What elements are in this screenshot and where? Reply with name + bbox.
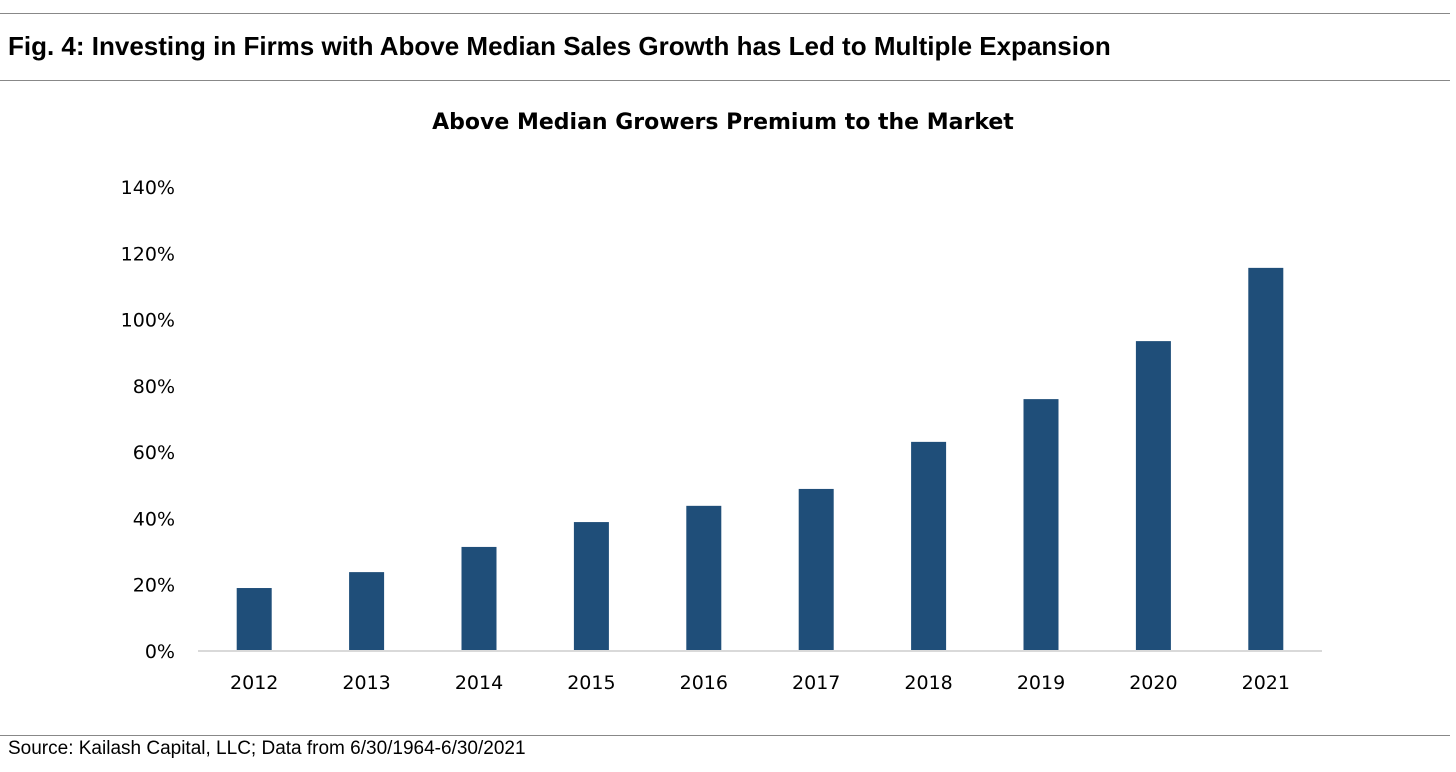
x-tick-label: 2016 bbox=[680, 672, 728, 694]
y-tick-label: 140% bbox=[121, 177, 175, 199]
footer-rule bbox=[0, 735, 1450, 736]
x-tick-label: 2015 bbox=[567, 672, 615, 694]
source-note: Source: Kailash Capital, LLC; Data from … bbox=[8, 738, 526, 759]
y-tick-label: 20% bbox=[133, 575, 175, 597]
x-tick-label: 2012 bbox=[230, 672, 278, 694]
bar-2016 bbox=[686, 505, 722, 651]
bar-2014 bbox=[461, 546, 497, 651]
x-tick-label: 2017 bbox=[792, 672, 840, 694]
y-tick-label: 0% bbox=[145, 641, 175, 663]
y-tick-label: 100% bbox=[121, 310, 175, 332]
bar-2018 bbox=[911, 441, 947, 651]
x-tick-label: 2019 bbox=[1017, 672, 1065, 694]
bar-2017 bbox=[798, 488, 834, 651]
bar-2019 bbox=[1023, 399, 1059, 651]
x-tick-label: 2021 bbox=[1242, 672, 1290, 694]
bar-2012 bbox=[236, 588, 272, 651]
figure-title: Fig. 4: Investing in Firms with Above Me… bbox=[8, 31, 1111, 61]
bar-2021 bbox=[1248, 267, 1284, 651]
y-tick-label: 80% bbox=[133, 376, 175, 398]
y-tick-label: 60% bbox=[133, 442, 175, 464]
y-tick-label: 120% bbox=[121, 243, 175, 265]
chart-title: Above Median Growers Premium to the Mark… bbox=[432, 110, 1014, 135]
bar-2020 bbox=[1135, 341, 1171, 651]
x-tick-label: 2013 bbox=[342, 672, 390, 694]
x-tick-label: 2018 bbox=[904, 672, 952, 694]
bar-2015 bbox=[573, 522, 609, 651]
x-tick-label: 2020 bbox=[1129, 672, 1177, 694]
title-rule bbox=[0, 80, 1450, 81]
bar-2013 bbox=[349, 572, 385, 651]
x-tick-label: 2014 bbox=[455, 672, 503, 694]
y-tick-label: 40% bbox=[133, 508, 175, 530]
top-rule bbox=[0, 13, 1450, 14]
